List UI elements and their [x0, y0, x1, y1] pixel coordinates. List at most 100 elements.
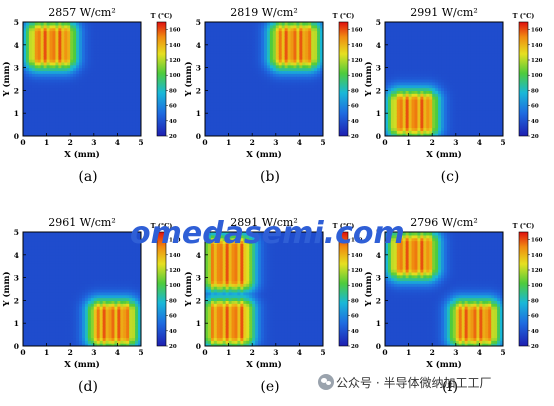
heatmap-cell	[488, 124, 492, 129]
heatmap-cell	[76, 90, 80, 94]
heatmap-cell	[237, 56, 241, 60]
heatmap-cell	[423, 36, 427, 40]
heatmap-cell	[423, 33, 427, 37]
heatmap-cell	[311, 47, 315, 52]
heatmap-cell	[314, 107, 318, 111]
heatmap-cell	[40, 84, 45, 89]
heatmap-cell	[299, 41, 303, 46]
x-tick-label: 4	[297, 138, 302, 147]
heatmap-cell	[73, 50, 77, 54]
heatmap-cell	[488, 41, 492, 46]
heatmap-cell	[49, 98, 54, 103]
heatmap-cell	[417, 33, 421, 37]
heatmap-cell	[264, 101, 268, 106]
heatmap-cell	[275, 50, 280, 54]
heatmap-cell	[87, 124, 92, 129]
heatmap-cell	[82, 133, 86, 136]
heatmap-cell	[317, 79, 321, 83]
heatmap-cell	[79, 87, 83, 91]
heatmap-cell	[126, 61, 130, 66]
x-tick-label: 0	[202, 138, 207, 147]
heatmap-cell	[494, 39, 498, 43]
heatmap-cell	[84, 113, 89, 117]
heatmap-cell	[393, 47, 398, 52]
heatmap-cell	[46, 47, 51, 52]
heatmap-cell	[46, 61, 51, 66]
heatmap-cell	[311, 67, 315, 72]
heatmap-cell	[408, 127, 413, 131]
heatmap-cell	[473, 90, 478, 94]
heatmap-cell	[258, 96, 262, 100]
colorbar-tick-label: 60	[531, 104, 539, 110]
heatmap-cell	[31, 130, 36, 134]
heatmap-cell	[405, 96, 410, 100]
colorbar-tick-label: 80	[531, 88, 539, 94]
heatmap-cell	[278, 98, 283, 103]
heatmap-cell	[390, 64, 395, 69]
heatmap-cell	[396, 116, 401, 120]
heatmap-cell	[305, 76, 309, 80]
heatmap-cell	[264, 127, 268, 131]
heatmap-cell	[252, 121, 256, 126]
heatmap-cell	[414, 70, 419, 74]
heatmap-cell	[58, 93, 62, 97]
heatmap-cell	[237, 121, 241, 126]
heatmap-cell	[396, 64, 401, 69]
heatmap-cell	[99, 44, 104, 49]
heatmap-cell	[111, 98, 116, 103]
heatmap-cell	[275, 53, 280, 57]
heatmap-cell	[93, 98, 98, 103]
heatmap-cell	[296, 96, 300, 100]
heatmap-cell	[272, 124, 277, 129]
heatmap-cell	[207, 93, 212, 97]
heatmap-cell	[385, 101, 389, 106]
heatmap-cell	[73, 81, 77, 86]
heatmap-cell	[385, 61, 389, 66]
heatmap-cell	[269, 36, 274, 40]
heatmap-cell	[449, 44, 454, 49]
heatmap-cell	[58, 50, 62, 54]
heatmap-cell	[420, 118, 424, 123]
heatmap-cell	[272, 33, 277, 37]
heatmap-cell	[261, 127, 265, 131]
heatmap-cell	[90, 27, 95, 32]
heatmap-cell	[49, 73, 54, 77]
heatmap-cell	[246, 39, 250, 43]
heatmap-cell	[237, 47, 241, 52]
heatmap-cell	[25, 116, 30, 120]
heatmap-cell	[31, 84, 36, 89]
heatmap-cell	[470, 107, 475, 111]
heatmap-cell	[411, 101, 416, 106]
x-tick-label: 1	[44, 138, 49, 147]
heatmap-cell	[46, 59, 51, 63]
heatmap-cell	[461, 124, 466, 129]
x-tick-label: 3	[273, 138, 278, 147]
heatmap-cell	[237, 50, 241, 54]
heatmap-cell	[240, 101, 244, 106]
heatmap-cell	[261, 101, 265, 106]
heatmap-cell	[420, 127, 424, 131]
heatmap-cell	[396, 56, 401, 60]
heatmap-cell	[287, 127, 292, 131]
heatmap-cell	[444, 98, 448, 103]
heatmap-cell	[317, 30, 321, 34]
heatmap-cell	[234, 98, 239, 103]
heatmap-cell	[28, 79, 33, 83]
heatmap-cell	[108, 121, 113, 126]
heatmap-cell	[417, 96, 421, 100]
heatmap-cell	[438, 110, 442, 114]
heatmap-cell	[108, 27, 113, 32]
heatmap-cell	[73, 84, 77, 89]
heatmap-cell	[213, 73, 218, 77]
heatmap-cell	[269, 116, 274, 120]
heatmap-cell	[237, 107, 241, 111]
heatmap-cell	[296, 59, 300, 63]
heatmap-cell	[216, 70, 221, 74]
heatmap-cell	[438, 56, 442, 60]
heatmap-cell	[123, 84, 127, 89]
heatmap-cell	[458, 127, 463, 131]
heatmap-cell	[479, 96, 483, 100]
heatmap-cell	[126, 44, 130, 49]
heatmap-cell	[40, 93, 45, 97]
heatmap-cell	[491, 104, 495, 109]
